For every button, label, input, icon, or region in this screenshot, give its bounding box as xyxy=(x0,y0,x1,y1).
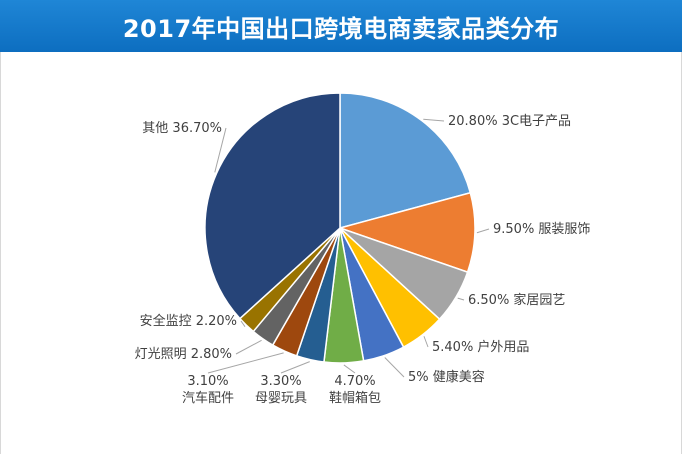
leader-line xyxy=(423,336,429,348)
slice-value-label: 3.30% xyxy=(260,374,301,389)
leader-line xyxy=(235,339,262,355)
slice-category-label: 汽车配件 xyxy=(182,390,234,406)
pie-slice xyxy=(337,191,476,274)
slice-category-label: 鞋帽箱包 xyxy=(329,390,381,406)
slice-value-label: 3.10% xyxy=(187,374,228,389)
slice-label: 9.50% 服装服饰 xyxy=(493,222,590,237)
leader-line xyxy=(384,357,405,378)
leader-line xyxy=(214,127,227,173)
pie-slice xyxy=(339,92,472,229)
slice-label: 5.40% 户外用品 xyxy=(432,339,529,355)
leader-line xyxy=(457,297,465,301)
chart-title: 2017年中国出口跨境电商卖家品类分布 xyxy=(0,0,682,52)
leader-line xyxy=(476,228,490,234)
slice-category-label: 母婴玩具 xyxy=(255,391,307,406)
slice-value-label: 4.70% xyxy=(334,374,375,389)
slice-label: 5% 健康美容 xyxy=(408,369,485,385)
pie-slice xyxy=(204,92,341,320)
slice-label: 20.80% 3C电子产品 xyxy=(448,114,571,129)
leader-line xyxy=(240,320,246,327)
leader-line xyxy=(423,118,445,122)
slice-label: 6.50% 家居园艺 xyxy=(468,292,565,308)
leader-line xyxy=(207,352,284,374)
leader-line xyxy=(343,364,356,374)
slice-label: 灯光照明 2.80% xyxy=(135,347,232,362)
leader-line xyxy=(280,361,310,374)
slice-label: 安全监控 2.20% xyxy=(140,313,237,329)
slice-label: 其他 36.70% xyxy=(142,121,222,136)
